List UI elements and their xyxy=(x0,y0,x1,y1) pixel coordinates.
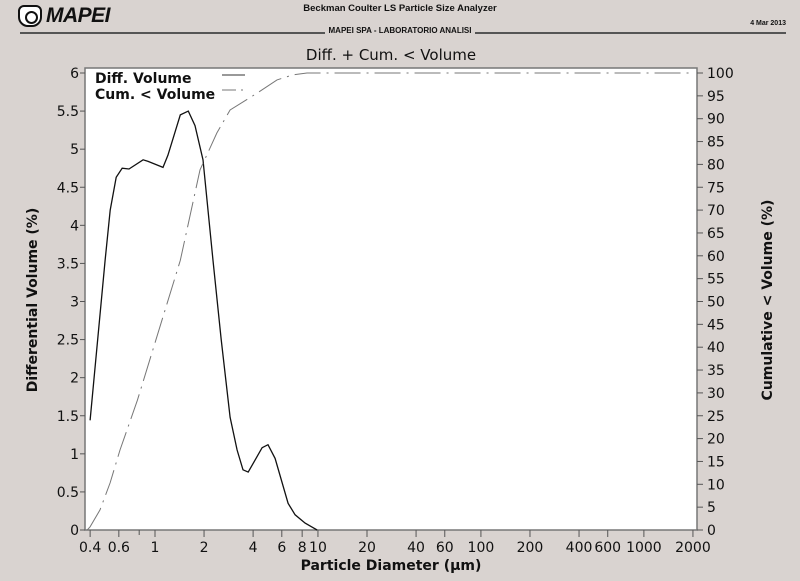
y-tick-label: 4.5 xyxy=(57,180,79,196)
x-tick-label: 6 xyxy=(277,540,286,556)
y-tick-label: 4 xyxy=(70,218,79,234)
x-tick-label: 2000 xyxy=(675,540,711,556)
x-tick-label: 1 xyxy=(151,540,160,556)
y2-tick-label: 20 xyxy=(707,432,725,448)
logo-text: MAPEI xyxy=(46,4,111,27)
x-tick-label: 10 xyxy=(309,540,327,556)
legend-label-cum: Cum. < Volume xyxy=(95,87,215,103)
x-axis-label: Particle Diameter (µm) xyxy=(301,558,482,574)
lab-name: MAPEI SPA - LABORATORIO ANALISI xyxy=(324,26,476,35)
y2-tick-label: 100 xyxy=(707,66,734,82)
y2-tick-label: 50 xyxy=(707,295,725,311)
y2-tick-label: 25 xyxy=(707,409,725,425)
x-tick-label: 400 xyxy=(566,540,593,556)
y2-tick-label: 45 xyxy=(707,317,725,333)
y-tick-label: 3.5 xyxy=(57,256,79,272)
x-tick-label: 4 xyxy=(249,540,258,556)
x-tick-label: 20 xyxy=(358,540,376,556)
y2-tick-label: 35 xyxy=(707,363,725,379)
y2-tick-label: 5 xyxy=(707,500,716,516)
y2-tick-label: 60 xyxy=(707,249,725,265)
y-tick-label: 5.5 xyxy=(57,104,79,120)
plot-area xyxy=(84,67,698,531)
mapei-logo: MAPEI xyxy=(18,4,111,28)
x-tick-label: 600 xyxy=(594,540,621,556)
y-tick-label: 6 xyxy=(70,66,79,82)
y-tick-label: 2 xyxy=(70,371,79,387)
y-tick-label: 0.5 xyxy=(57,485,79,501)
y2-tick-label: 10 xyxy=(707,477,725,493)
app-title: Beckman Coulter LS Particle Size Analyze… xyxy=(303,3,497,14)
legend: Diff. Volume Cum. < Volume xyxy=(95,71,245,103)
report-date: 4 Mar 2013 xyxy=(750,20,786,27)
x-tick-label: 200 xyxy=(517,540,544,556)
x-tick-label: 1000 xyxy=(626,540,662,556)
y2-tick-label: 30 xyxy=(707,386,725,402)
y2-tick-label: 85 xyxy=(707,135,725,151)
y2-tick-label: 75 xyxy=(707,180,725,196)
y-tick-label: 0 xyxy=(70,523,79,539)
y2-tick-label: 70 xyxy=(707,203,725,219)
cum-volume-line xyxy=(86,72,693,531)
x-tick-label: 100 xyxy=(468,540,495,556)
x-tick-label: 0.4 xyxy=(79,540,101,556)
y-axis-label: Differential Volume (%) xyxy=(25,208,41,392)
legend-label-diff: Diff. Volume xyxy=(95,71,192,87)
x-tick-label: 40 xyxy=(407,540,425,556)
x-tick-label: 0.6 xyxy=(108,540,130,556)
x-tick-label: 8 xyxy=(298,540,307,556)
y2-tick-label: 95 xyxy=(707,89,725,105)
y2-tick-label: 55 xyxy=(707,272,725,288)
y-tick-label: 1.5 xyxy=(57,409,79,425)
y2-tick-label: 0 xyxy=(707,523,716,539)
chart-title: Diff. + Cum. < Volume xyxy=(306,46,476,64)
y2-axis-label: Cumulative < Volume (%) xyxy=(760,200,776,401)
y-tick-label: 5 xyxy=(70,142,79,158)
y2-tick-label: 80 xyxy=(707,157,725,173)
y2-tick-label: 15 xyxy=(707,454,725,470)
y2-tick-label: 90 xyxy=(707,112,725,128)
y-tick-label: 3 xyxy=(70,295,79,311)
y2-tick-label: 40 xyxy=(707,340,725,356)
lab-name-wrap: MAPEI SPA - LABORATORIO ANALISI xyxy=(0,26,800,35)
y-tick-label: 1 xyxy=(70,447,79,463)
y-tick-label: 2.5 xyxy=(57,333,79,349)
x-tick-label: 60 xyxy=(436,540,454,556)
x-tick-label: 2 xyxy=(200,540,209,556)
y2-tick-label: 65 xyxy=(707,226,725,242)
logo-mark-icon xyxy=(18,5,42,27)
diff-volume-line xyxy=(89,110,318,531)
